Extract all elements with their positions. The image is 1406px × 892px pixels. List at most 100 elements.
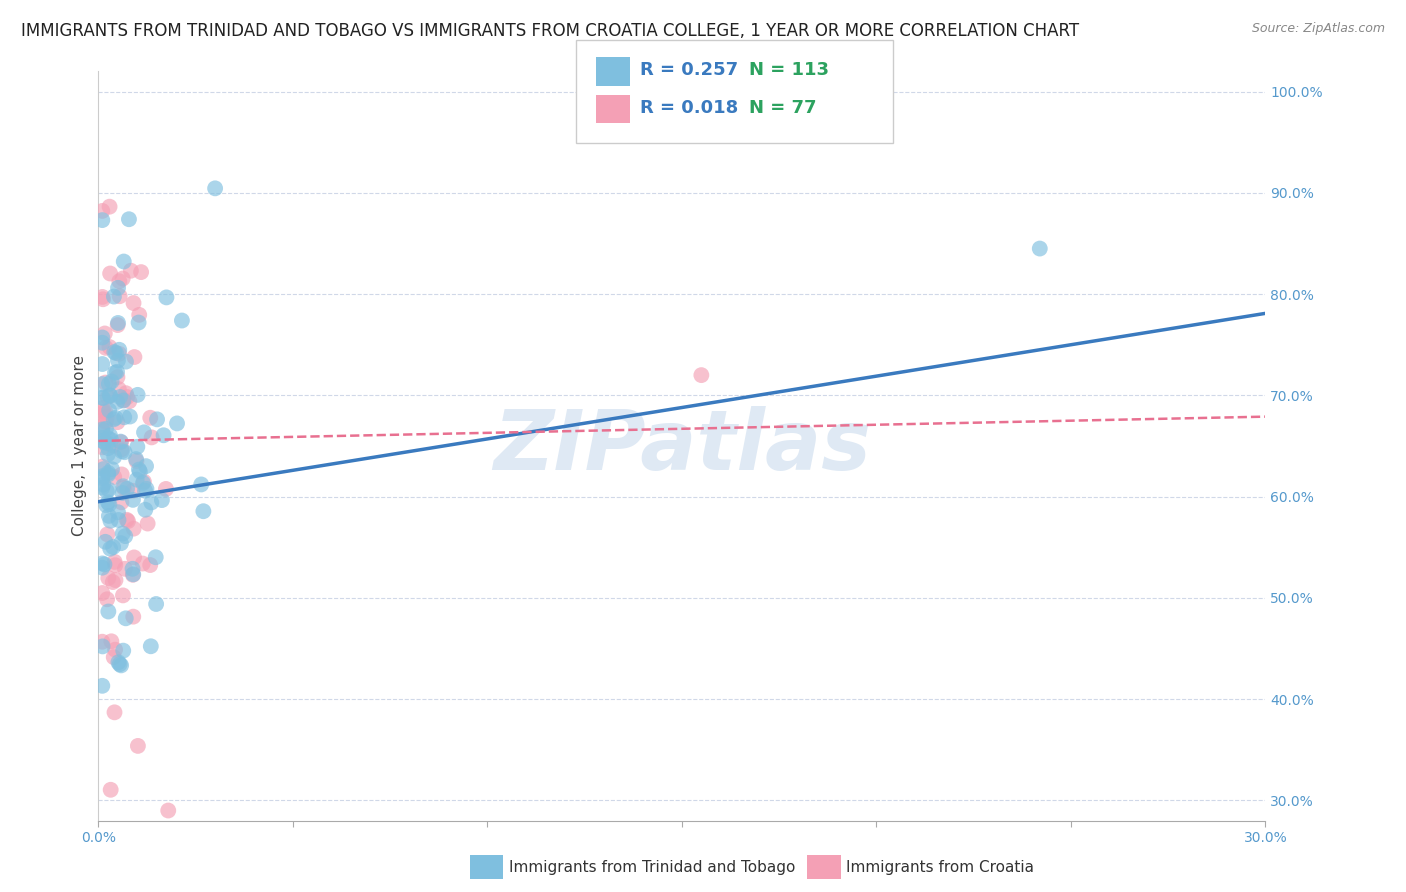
Point — [114, 445, 136, 459]
Point — [111, 588, 134, 602]
Point — [135, 482, 157, 496]
Point — [91, 431, 114, 445]
Point — [118, 409, 141, 424]
Point — [104, 410, 127, 425]
Point — [105, 365, 128, 379]
Point — [100, 375, 122, 389]
Point — [104, 555, 127, 569]
Point — [103, 289, 125, 303]
Point — [170, 313, 193, 327]
Point — [108, 289, 131, 303]
Point — [103, 412, 125, 426]
Point — [91, 425, 114, 439]
Point — [120, 263, 142, 277]
Point — [100, 634, 122, 648]
Point — [97, 390, 120, 404]
Point — [91, 586, 114, 600]
Point — [100, 433, 122, 447]
Point — [690, 368, 713, 383]
Point — [97, 441, 120, 455]
Point — [97, 483, 120, 497]
Point — [101, 438, 124, 452]
Point — [112, 410, 135, 425]
Point — [122, 567, 145, 582]
Point — [107, 370, 129, 384]
Point — [128, 465, 150, 479]
Point — [118, 394, 141, 409]
Point — [98, 340, 121, 354]
Point — [132, 557, 155, 571]
Point — [114, 529, 136, 543]
Point — [155, 482, 177, 496]
Point — [155, 290, 177, 304]
Point — [145, 597, 167, 611]
Point — [127, 440, 149, 454]
Text: N = 77: N = 77 — [749, 99, 817, 117]
Point — [97, 436, 120, 450]
Point — [108, 390, 131, 404]
Point — [91, 477, 114, 491]
Point — [91, 391, 114, 405]
Point — [96, 498, 118, 512]
Text: IMMIGRANTS FROM TRINIDAD AND TOBAGO VS IMMIGRANTS FROM CROATIA COLLEGE, 1 YEAR O: IMMIGRANTS FROM TRINIDAD AND TOBAGO VS I… — [21, 22, 1080, 40]
Point — [103, 470, 125, 484]
Point — [94, 422, 117, 436]
Point — [111, 444, 134, 458]
Point — [91, 377, 114, 392]
Point — [112, 393, 135, 408]
Text: ZIPatlas: ZIPatlas — [494, 406, 870, 486]
Point — [97, 508, 120, 523]
Point — [93, 435, 115, 450]
Point — [122, 609, 145, 624]
Point — [107, 316, 129, 330]
Point — [107, 318, 129, 332]
Point — [204, 181, 226, 195]
Point — [93, 405, 115, 419]
Point — [94, 376, 117, 390]
Point — [97, 466, 120, 480]
Point — [91, 391, 114, 405]
Point — [135, 459, 157, 474]
Point — [91, 459, 114, 474]
Point — [150, 493, 173, 508]
Point — [104, 573, 127, 587]
Text: R = 0.018: R = 0.018 — [640, 99, 738, 117]
Point — [94, 341, 117, 355]
Point — [132, 475, 155, 489]
Point — [141, 495, 163, 509]
Point — [152, 428, 174, 442]
Point — [91, 401, 114, 415]
Point — [100, 514, 122, 528]
Point — [98, 541, 121, 556]
Point — [100, 782, 122, 797]
Point — [98, 428, 121, 442]
Point — [122, 567, 145, 582]
Point — [97, 431, 120, 445]
Point — [91, 469, 114, 483]
Point — [107, 353, 129, 368]
Text: Immigrants from Croatia: Immigrants from Croatia — [846, 860, 1035, 874]
Point — [104, 366, 127, 380]
Point — [94, 415, 117, 429]
Point — [136, 516, 159, 531]
Point — [139, 558, 162, 572]
Point — [98, 403, 121, 417]
Point — [103, 450, 125, 464]
Point — [97, 467, 120, 482]
Point — [139, 410, 162, 425]
Point — [107, 382, 129, 396]
Point — [104, 346, 127, 360]
Point — [108, 657, 131, 672]
Point — [97, 605, 120, 619]
Point — [127, 388, 149, 402]
Point — [125, 454, 148, 468]
Point — [145, 550, 167, 565]
Point — [91, 640, 114, 654]
Point — [117, 514, 139, 528]
Point — [91, 471, 114, 485]
Point — [110, 434, 132, 449]
Point — [91, 434, 114, 448]
Point — [115, 482, 138, 496]
Text: N = 113: N = 113 — [749, 61, 830, 78]
Point — [112, 479, 135, 493]
